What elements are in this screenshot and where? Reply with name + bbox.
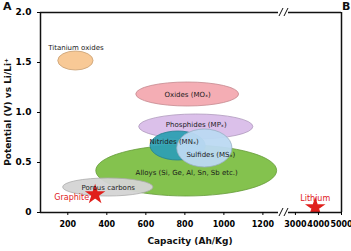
svg-text:4000: 4000 [307,220,330,229]
svg-text:3000: 3000 [284,220,307,229]
svg-text:600: 600 [137,220,154,229]
svg-text:1.0: 1.0 [16,107,32,117]
svg-text:1000: 1000 [213,220,236,229]
svg-text:Alloys (Si, Ge, Al, Sn, Sb etc: Alloys (Si, Ge, Al, Sn, Sb etc.) [136,169,238,177]
svg-text:Titanium oxides: Titanium oxides [47,44,104,52]
svg-text:Graphite: Graphite [54,193,89,202]
svg-text:1.5: 1.5 [16,57,32,67]
html-text:Capacity (Ah/Kg): Capacity (Ah/Kg) [147,236,233,246]
html-text:B: B [342,0,351,13]
svg-text:Lithium: Lithium [300,194,330,203]
svg-text:0: 0 [25,207,31,217]
html-text:Potential (V) vs Li/Li⁺: Potential (V) vs Li/Li⁺ [3,58,13,166]
svg-text:2.0: 2.0 [16,7,32,17]
svg-text:400: 400 [98,220,115,229]
svg-text:Nitrides (MNₓ): Nitrides (MNₓ) [150,138,199,146]
svg-text:0.5: 0.5 [16,157,32,167]
svg-text:800: 800 [177,220,194,229]
svg-text:Sulfides (MSₓ): Sulfides (MSₓ) [186,151,235,159]
svg-text:Oxides (MOₓ): Oxides (MOₓ) [165,91,212,99]
svg-text:200: 200 [59,220,76,229]
svg-text:5000: 5000 [330,220,351,229]
svg-text:Phosphides (MPₓ): Phosphides (MPₓ) [166,121,227,129]
html-text:A: A [3,0,12,13]
svg-text:1200: 1200 [252,220,275,229]
svg-text:Porous carbons: Porous carbons [82,184,136,192]
